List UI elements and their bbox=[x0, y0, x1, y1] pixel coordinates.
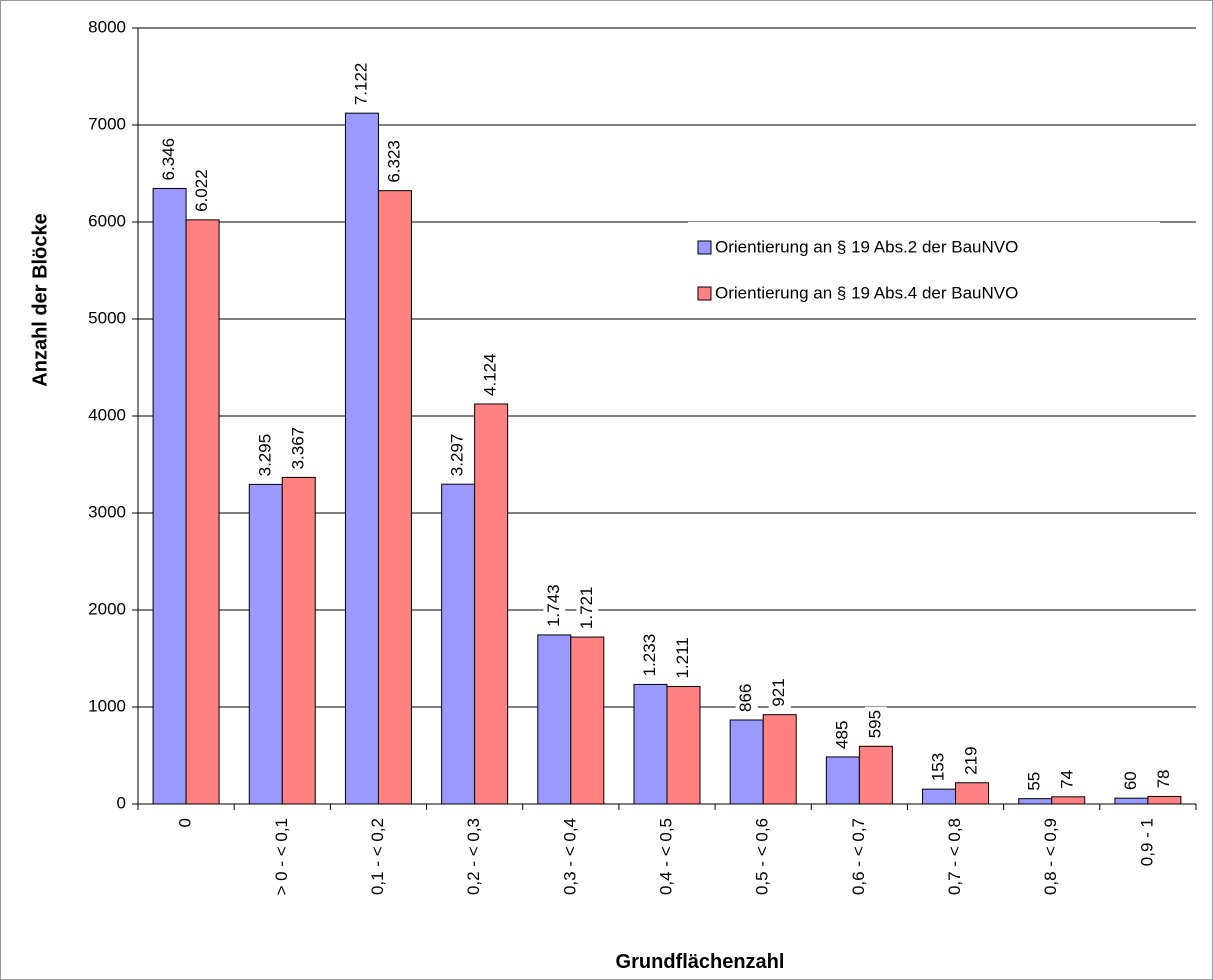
value-label: 1.233 bbox=[640, 634, 659, 677]
value-label: 1.743 bbox=[544, 584, 563, 627]
y-tick-label: 3000 bbox=[88, 502, 126, 521]
bar bbox=[1147, 795, 1182, 805]
value-label-bg bbox=[480, 350, 503, 399]
value-label: 1.721 bbox=[577, 587, 596, 630]
bar bbox=[858, 745, 893, 805]
y-tick-label: 0 bbox=[117, 793, 126, 812]
value-label-bg bbox=[864, 706, 887, 742]
value-label: 3.297 bbox=[448, 434, 467, 477]
bar bbox=[1018, 798, 1053, 805]
value-label: 7.122 bbox=[351, 63, 370, 106]
value-label-bg bbox=[1057, 766, 1080, 792]
value-label-bg bbox=[672, 634, 695, 682]
value-label: 4.124 bbox=[481, 353, 500, 396]
value-label-bg bbox=[447, 430, 470, 480]
value-label: 1.211 bbox=[673, 637, 692, 678]
value-label-bg bbox=[1120, 768, 1143, 794]
value-label-bg bbox=[287, 423, 310, 473]
value-label-bg bbox=[1024, 768, 1047, 794]
value-label-bg bbox=[383, 137, 406, 186]
value-label: 3.295 bbox=[255, 434, 274, 477]
value-label-bg bbox=[254, 430, 277, 480]
bar bbox=[377, 190, 412, 805]
value-label: 153 bbox=[929, 753, 948, 781]
bar bbox=[1051, 796, 1086, 805]
value-label: 921 bbox=[769, 678, 788, 706]
bar bbox=[955, 782, 990, 805]
bar bbox=[441, 483, 476, 805]
bar bbox=[666, 686, 701, 805]
value-label: 55 bbox=[1025, 772, 1044, 791]
x-tick-label: 0,3 - < 0,4 bbox=[560, 818, 579, 895]
bar bbox=[537, 634, 572, 805]
bar bbox=[762, 714, 797, 805]
bar bbox=[281, 476, 316, 805]
bar bbox=[474, 403, 509, 805]
value-label-bg bbox=[768, 675, 791, 710]
bar bbox=[152, 187, 187, 805]
y-tick-label: 2000 bbox=[88, 599, 126, 618]
value-label: 3.367 bbox=[288, 427, 307, 470]
legend-box bbox=[688, 222, 1160, 316]
y-tick-label: 8000 bbox=[88, 17, 126, 36]
y-tick-label: 5000 bbox=[88, 308, 126, 327]
value-label: 6.022 bbox=[192, 169, 211, 212]
x-tick-label: 0,2 - < 0,3 bbox=[464, 818, 483, 895]
value-label: 866 bbox=[736, 684, 755, 712]
y-tick-label: 7000 bbox=[88, 114, 126, 133]
x-tick-label: > 0 - < 0,1 bbox=[272, 818, 291, 896]
value-label-bg bbox=[961, 743, 984, 778]
bar bbox=[344, 112, 379, 805]
bars bbox=[152, 112, 1182, 805]
bar bbox=[570, 636, 605, 805]
value-label: 78 bbox=[1154, 770, 1173, 789]
legend-swatch bbox=[697, 286, 712, 301]
x-tick-label: 0,7 - < 0,8 bbox=[945, 818, 964, 895]
x-axis-title: Grundflächenzahl bbox=[616, 951, 785, 973]
x-tick-label: 0 bbox=[176, 818, 195, 827]
legend-swatch bbox=[697, 240, 712, 255]
x-tick-label: 0,9 - 1 bbox=[1137, 818, 1156, 866]
bar bbox=[825, 756, 860, 805]
value-label-bg bbox=[1153, 766, 1176, 792]
bar bbox=[248, 483, 283, 805]
value-label: 60 bbox=[1121, 771, 1140, 790]
bar bbox=[1114, 797, 1149, 805]
value-label-bg bbox=[735, 680, 758, 715]
value-label-bg bbox=[639, 630, 662, 680]
value-label-bg bbox=[158, 134, 181, 184]
value-label-bg bbox=[576, 583, 599, 633]
value-label-bg bbox=[543, 581, 566, 630]
x-tick-label: 0,6 - < 0,7 bbox=[849, 818, 868, 895]
value-label: 6.346 bbox=[159, 138, 178, 181]
value-label-bg bbox=[191, 166, 214, 215]
legend-label: Orientierung an § 19 Abs.2 der BauNVO bbox=[715, 237, 1018, 256]
value-label: 6.323 bbox=[384, 140, 403, 183]
y-tick-label: 1000 bbox=[88, 696, 126, 715]
y-axis-title: Anzahl der Blöcke bbox=[29, 213, 51, 386]
bar bbox=[922, 788, 957, 805]
value-label: 485 bbox=[832, 721, 851, 749]
bar bbox=[185, 219, 220, 805]
bar bbox=[633, 683, 668, 805]
bar bbox=[729, 719, 764, 805]
value-label-bg bbox=[928, 749, 951, 785]
value-label: 219 bbox=[962, 746, 981, 774]
y-tick-label: 4000 bbox=[88, 405, 126, 424]
value-label-bg bbox=[831, 717, 854, 752]
x-tick-label: 0,8 - < 0,9 bbox=[1041, 818, 1060, 895]
legend-label: Orientierung an § 19 Abs.4 der BauNVO bbox=[715, 283, 1018, 302]
y-tick-label: 6000 bbox=[88, 211, 126, 230]
labels: 6.346 6.022 3.295 3.367 7.122 6.323 3.297 4.124… bbox=[158, 59, 1176, 794]
x-tick-label: 0,4 - < 0,5 bbox=[656, 818, 675, 895]
x-tick-label: 0,5 - < 0,6 bbox=[753, 818, 772, 895]
value-label-bg bbox=[350, 59, 373, 109]
value-label: 74 bbox=[1058, 770, 1077, 789]
x-tick-label: 0,1 - < 0,2 bbox=[368, 818, 387, 895]
value-label: 595 bbox=[865, 710, 884, 738]
